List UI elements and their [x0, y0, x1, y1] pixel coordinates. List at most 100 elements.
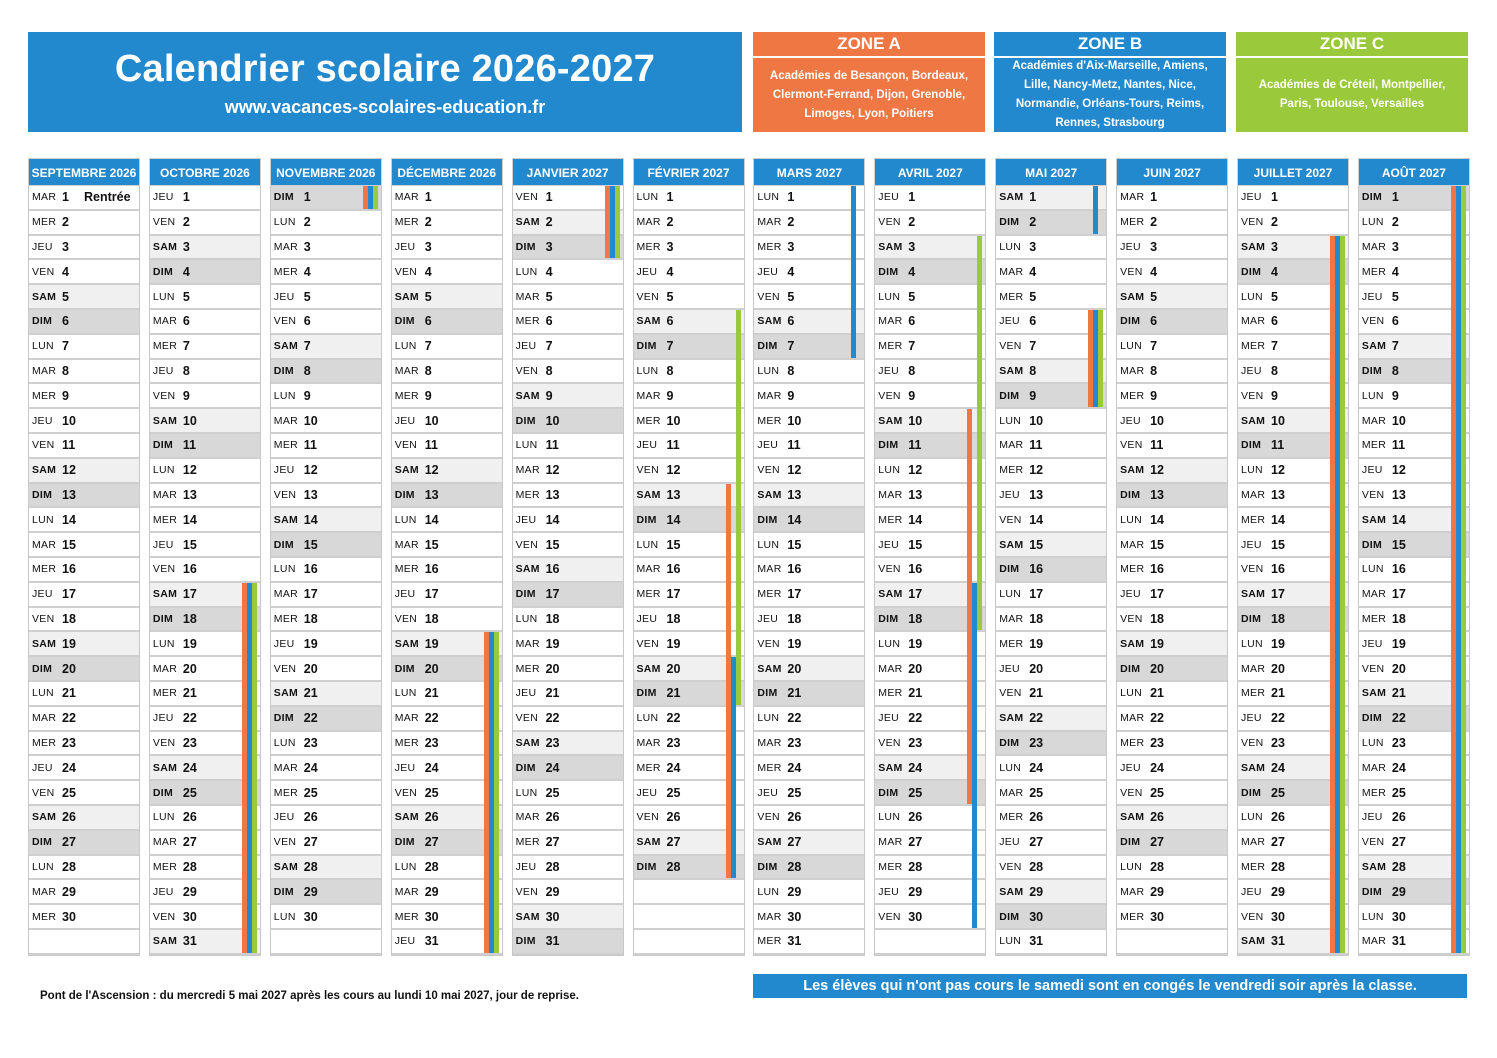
day-row: SAM 6 [633, 309, 744, 335]
day-number: 4 [666, 264, 674, 279]
day-row: LUN 5 [875, 285, 986, 310]
day-row: LUN 21 [29, 681, 139, 707]
weekday-label: SAM [273, 513, 299, 526]
day-row: DIM 23 [996, 731, 1107, 757]
weekday-label: LUN [394, 687, 417, 700]
weekday-label: SAM [394, 464, 419, 477]
day-number: 21 [666, 686, 681, 701]
day-row: MAR 10 [270, 409, 381, 434]
day-row: LUN 16 [1358, 557, 1469, 583]
weekday-label: VEN [394, 786, 418, 799]
day-row: SAM 20 [633, 657, 744, 682]
day-number: 11 [1391, 438, 1406, 453]
day-number: 24 [666, 760, 681, 775]
day-number: 14 [545, 512, 560, 527]
day-number: 18 [1271, 611, 1285, 626]
weekday-label: DIM [878, 439, 899, 452]
weekday-label: JEU [1361, 637, 1383, 650]
ascension-note: Pont de l'Ascension : du mercredi 5 mai … [40, 990, 579, 1002]
day-number: 5 [62, 289, 69, 304]
day-number: 18 [424, 611, 439, 626]
day-row: VEN 19 [754, 632, 865, 658]
day-note: Rentrée [84, 190, 131, 205]
weekday-label: LUN [999, 240, 1022, 253]
day-row: JEU 3 [391, 235, 502, 261]
day-number: 24 [424, 760, 439, 775]
day-number: 22 [424, 711, 439, 726]
day-row: JEU 10 [29, 409, 139, 434]
day-number: 7 [1150, 339, 1158, 354]
day-row: LUN 8 [754, 359, 865, 385]
weekday-label: MAR [757, 910, 782, 923]
holiday-bar-zone-c [1340, 235, 1345, 953]
day-number: 7 [1271, 339, 1278, 354]
day-row: LUN 19 [1238, 632, 1348, 658]
weekday-label: DIM [394, 315, 415, 328]
day-row: SAM 19 [1117, 632, 1228, 658]
weekday-label: VEN [757, 811, 780, 824]
day-row: LUN 23 [1358, 731, 1469, 757]
weekday-label: SAM [273, 340, 299, 353]
day-number: 9 [1271, 388, 1278, 403]
day-number: 3 [424, 239, 432, 254]
day-number: 23 [62, 735, 76, 750]
weekday-label: LUN [1241, 811, 1263, 824]
weekday-label: LUN [32, 513, 54, 526]
zone-a-box: ZONE A Académies de Besançon, Bordeaux, … [753, 32, 985, 132]
website-link[interactable]: www.vacances-scolaires-education.fr [224, 97, 546, 117]
day-number: 18 [666, 611, 681, 626]
day-row: DIM 9 [996, 384, 1107, 410]
day-number: 21 [182, 686, 197, 701]
day-number: 31 [545, 934, 560, 949]
day-row: VEN 30 [1238, 905, 1348, 930]
day-row: VEN 4 [1117, 260, 1228, 286]
day-number: 16 [545, 562, 560, 577]
day-row: MER 10 [754, 409, 865, 434]
weekday-label: DIM [1361, 191, 1383, 204]
day-row: LUN 25 [512, 781, 623, 806]
weekday-label: SAM [152, 588, 178, 601]
day-row: LUN 10 [996, 409, 1107, 434]
day-list: DIM 1 LUN 2 MAR 3 MER 4 JEU 5 VEN 6 SAM 7 DIM 8 LUN 9 MAR 1… [269, 186, 382, 956]
day-row: DIM 28 [633, 855, 744, 881]
day-row: MAR 26 [512, 805, 623, 831]
day-row: MAR 11 [996, 433, 1107, 459]
day-number: 6 [666, 314, 674, 329]
weekday-label: DIM [1241, 265, 1262, 278]
day-number: 15 [908, 537, 923, 552]
weekday-label: LUN [878, 811, 901, 824]
weekday-label: DIM [515, 414, 536, 427]
day-number: 29 [303, 884, 318, 899]
weekday-label: JEU [32, 414, 53, 427]
day-row: MER 9 [391, 384, 502, 410]
day-number: 22 [1150, 711, 1164, 726]
day-row: JEU 17 [1117, 582, 1228, 608]
weekday-label: DIM [152, 265, 174, 278]
day-row: DIM 29 [270, 880, 381, 906]
day-number: 15 [424, 537, 439, 552]
day-number: 20 [1150, 661, 1164, 676]
zone-c-box: ZONE C Académies de Créteil, Montpellier… [1236, 32, 1468, 132]
holiday-bar-zone-c [372, 186, 378, 209]
day-number: 16 [1029, 562, 1044, 577]
day-row: VEN 6 [1358, 309, 1469, 335]
day-row: SAM 26 [29, 805, 139, 831]
day-row: MAR 9 [633, 384, 744, 410]
weekday-label: LUN [757, 364, 780, 377]
weekday-label: DIM [999, 563, 1020, 576]
day-number: 26 [62, 810, 76, 825]
holiday-bar-zone-b [246, 582, 252, 953]
day-number: 11 [545, 438, 559, 453]
day-number: 4 [182, 264, 190, 279]
day-row: MAR 25 [996, 781, 1107, 806]
weekday-label: MER [152, 340, 178, 353]
day-number: 25 [1271, 785, 1285, 800]
day-list: VEN 1 SAM 2 DIM 3 LUN 4 MAR 5 MER 6 JEU 7 VEN 8 SAM 9 DIM 1… [511, 186, 624, 956]
day-row: JEU 11 [754, 433, 865, 459]
day-row: LUN 23 [270, 731, 381, 757]
day-list: SAM 1 DIM 2 LUN 3 MAR 4 MER 5 JEU 6 VEN 7 SAM 8 DIM 9 LUN 1… [995, 186, 1108, 956]
day-number: 26 [908, 810, 923, 825]
day-number: 5 [1391, 289, 1399, 304]
day-row: JEU 24 [29, 756, 139, 782]
weekday-label: JEU [1361, 290, 1383, 303]
